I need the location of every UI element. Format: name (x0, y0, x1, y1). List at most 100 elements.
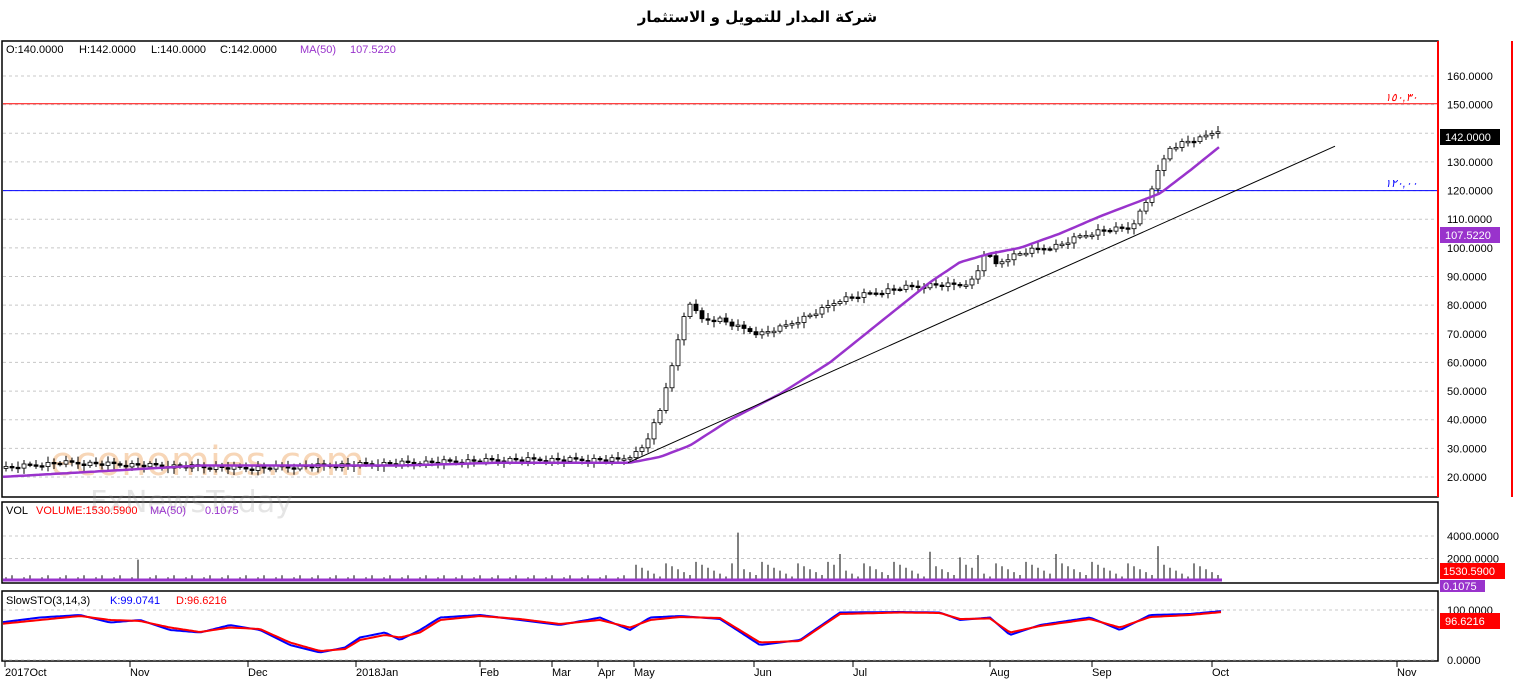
candle-down (705, 318, 711, 321)
candle-up (795, 322, 801, 325)
price-tick-label: 80.0000 (1447, 300, 1487, 312)
candle-up (837, 301, 843, 304)
candle-up (1161, 158, 1167, 171)
candle-down (939, 284, 945, 287)
stoch-k: K:99.0741 (110, 595, 160, 607)
candle-up (663, 387, 669, 411)
candle-down (495, 459, 501, 462)
price-tick-label: 70.0000 (1447, 329, 1487, 341)
volume-bars (3, 532, 1222, 582)
candle-up (1185, 140, 1191, 144)
candle-down (561, 459, 567, 462)
candle-down (1035, 247, 1041, 251)
candle-down (693, 303, 699, 312)
candle-up (549, 457, 555, 463)
candle-down (75, 461, 81, 465)
candle-down (873, 292, 879, 295)
vol-ma-label: MA(50) (150, 505, 186, 517)
candle-up (87, 461, 93, 466)
last-ma-box (1440, 227, 1500, 243)
candle-up (669, 365, 675, 389)
candle-down (747, 328, 753, 333)
candle-down (729, 321, 735, 327)
candle-up (831, 303, 837, 306)
candle-up (621, 458, 627, 461)
candle-up (1053, 243, 1059, 250)
price-panel-frame (1, 40, 1439, 498)
level-lines (3, 103, 1437, 192)
candle-down (723, 317, 729, 323)
candle-up (687, 303, 693, 318)
candle-up (735, 324, 741, 327)
price-tick-label: 20.0000 (1447, 472, 1487, 484)
chart-title: شركة المدار للتمويل و الاستثمار (637, 8, 878, 26)
candle-up (783, 324, 789, 327)
candle-up (945, 282, 951, 287)
candle-down (519, 459, 525, 462)
price-tick-label: 60.0000 (1447, 357, 1487, 369)
candle-up (633, 451, 639, 459)
candle-up (657, 410, 663, 424)
candle-down (603, 459, 609, 462)
candle-down (141, 464, 147, 468)
time-tick-label: Mar (552, 667, 571, 679)
volume-panel-frame (1, 501, 1439, 584)
candle-up (843, 296, 849, 302)
time-tick-label: Feb (480, 667, 499, 679)
candle-down (993, 255, 999, 265)
candle-up (825, 305, 831, 308)
candle-down (243, 467, 249, 470)
axis-labels: 160.0000150.0000140.0000130.0000120.0000… (4, 71, 1499, 679)
time-tick-label: Jun (754, 667, 772, 679)
candle-down (1107, 229, 1113, 233)
candle-down (123, 464, 129, 468)
ma-value: 107.5220 (350, 44, 396, 56)
candle-up (1143, 202, 1149, 212)
candle-down (453, 460, 459, 463)
candle-up (45, 461, 51, 467)
candle-up (1179, 141, 1185, 148)
candle-down (285, 466, 291, 469)
price-tick-label: 90.0000 (1447, 272, 1487, 284)
candle-down (405, 460, 411, 464)
price-tick-label: 30.0000 (1447, 443, 1487, 455)
candle-down (429, 460, 435, 463)
candle-up (147, 462, 153, 468)
price-tick-label: 110.0000 (1447, 214, 1492, 226)
candle-up (627, 457, 633, 460)
candle-up (903, 284, 909, 290)
candle-up (765, 331, 771, 334)
candle-up (1005, 259, 1011, 263)
volume-tick-label: 4000.0000 (1447, 531, 1499, 543)
candle-down (513, 457, 519, 461)
candle-down (447, 459, 453, 462)
candle-up (789, 323, 795, 326)
candle-up (969, 278, 975, 286)
candle-up (981, 254, 987, 272)
candle-down (1047, 248, 1053, 251)
candle-down (111, 461, 117, 465)
candle-down (135, 463, 141, 466)
price-tick-label: 150.0000 (1447, 100, 1493, 112)
candle-up (963, 284, 969, 287)
candle-down (57, 462, 63, 466)
candle-down (207, 467, 213, 470)
candle-down (51, 461, 57, 465)
candle-up (1095, 229, 1101, 236)
price-tick-label: 40.0000 (1447, 415, 1487, 427)
candle-down (99, 463, 105, 466)
candle-down (27, 463, 33, 466)
candle-down (867, 292, 873, 295)
time-tick-label: May (634, 667, 655, 679)
ohlc-low: L:140.0000 (151, 44, 206, 56)
stoch-k-line (2, 610, 1222, 654)
stoch-label: SlowSTO(3,14,3) (6, 595, 90, 607)
stoch-d-line (2, 611, 1222, 652)
candle-down (153, 462, 159, 466)
candle-up (885, 288, 891, 294)
vol-label: VOL (6, 505, 28, 517)
candle-up (591, 457, 597, 463)
candle-down (957, 283, 963, 287)
candle-up (1209, 133, 1215, 136)
candle-up (567, 457, 573, 462)
